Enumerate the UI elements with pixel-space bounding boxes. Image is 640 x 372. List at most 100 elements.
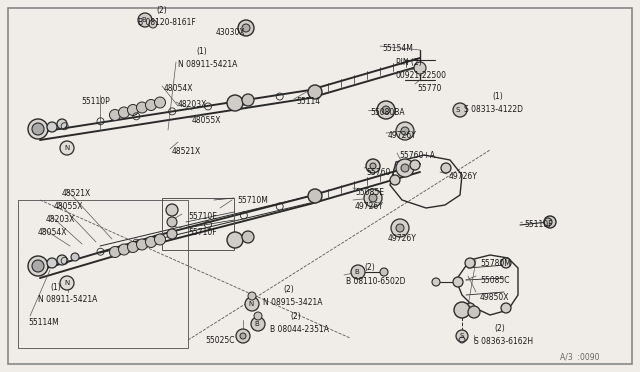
Text: N: N	[64, 145, 69, 151]
Text: 55710E: 55710E	[188, 212, 217, 221]
Circle shape	[118, 244, 129, 255]
Text: 55110F: 55110F	[524, 220, 552, 229]
Text: B 08120-8161F: B 08120-8161F	[138, 18, 196, 27]
Circle shape	[369, 194, 377, 202]
Text: (2): (2)	[494, 324, 505, 333]
Text: 48521X: 48521X	[172, 147, 201, 156]
Bar	[18, 200, 188, 348]
Circle shape	[242, 94, 254, 106]
Circle shape	[501, 258, 511, 268]
Circle shape	[414, 62, 426, 74]
Circle shape	[453, 277, 463, 287]
Circle shape	[453, 103, 467, 117]
Text: (2): (2)	[364, 263, 375, 272]
Circle shape	[47, 258, 57, 268]
Circle shape	[127, 241, 138, 253]
Text: N: N	[248, 301, 253, 307]
Circle shape	[154, 97, 166, 108]
Text: N: N	[64, 280, 69, 286]
Circle shape	[145, 99, 157, 110]
Text: S: S	[459, 333, 463, 339]
Circle shape	[28, 256, 48, 276]
Text: 55710F: 55710F	[188, 228, 216, 237]
Bar	[162, 198, 234, 250]
Text: 48203X: 48203X	[46, 215, 76, 224]
Circle shape	[245, 297, 259, 311]
Circle shape	[57, 119, 67, 129]
Circle shape	[127, 105, 138, 115]
Text: 55114: 55114	[296, 97, 320, 106]
Circle shape	[240, 333, 246, 339]
Circle shape	[248, 292, 256, 300]
Circle shape	[238, 20, 254, 36]
Text: 48054X: 48054X	[38, 228, 67, 237]
Text: (2): (2)	[156, 6, 167, 15]
Circle shape	[432, 278, 440, 286]
Circle shape	[57, 255, 67, 265]
Text: N 08911-5421A: N 08911-5421A	[178, 60, 237, 69]
Circle shape	[167, 229, 177, 239]
Circle shape	[544, 218, 552, 226]
Text: (1): (1)	[196, 47, 207, 56]
Text: S 08313-4122D: S 08313-4122D	[464, 105, 523, 114]
Circle shape	[382, 106, 390, 114]
Text: (2): (2)	[283, 285, 294, 294]
Circle shape	[118, 107, 129, 118]
Circle shape	[308, 189, 322, 203]
Circle shape	[136, 239, 147, 250]
Circle shape	[401, 164, 409, 172]
Text: 55760+A: 55760+A	[399, 151, 435, 160]
Text: 55025C: 55025C	[205, 336, 234, 345]
Circle shape	[544, 216, 556, 228]
Bar	[18, 200, 188, 348]
Text: (1): (1)	[492, 92, 503, 101]
Text: B 08110-6502D: B 08110-6502D	[346, 277, 406, 286]
Circle shape	[454, 302, 470, 318]
Text: B: B	[254, 321, 259, 327]
Text: 49726Y: 49726Y	[388, 131, 417, 140]
Text: 55085E: 55085E	[355, 188, 384, 197]
Circle shape	[441, 163, 451, 173]
Circle shape	[109, 247, 120, 257]
Circle shape	[154, 234, 166, 245]
Circle shape	[351, 265, 365, 279]
Circle shape	[396, 159, 414, 177]
Circle shape	[465, 258, 475, 268]
Circle shape	[236, 329, 250, 343]
Text: 55154M: 55154M	[382, 44, 413, 53]
Text: N 08915-3421A: N 08915-3421A	[263, 298, 323, 307]
Text: B 08044-2351A: B 08044-2351A	[270, 325, 329, 334]
Circle shape	[396, 224, 404, 232]
Text: B: B	[141, 17, 146, 23]
Circle shape	[47, 122, 57, 132]
Text: 49726Y: 49726Y	[449, 172, 478, 181]
Circle shape	[242, 231, 254, 243]
Circle shape	[32, 260, 44, 272]
Circle shape	[410, 160, 420, 170]
Circle shape	[109, 109, 120, 121]
Text: 55710M: 55710M	[237, 196, 268, 205]
Circle shape	[456, 330, 468, 342]
Circle shape	[254, 312, 262, 320]
Text: S: S	[456, 107, 460, 113]
Text: 43030X: 43030X	[216, 28, 246, 37]
Text: (1): (1)	[50, 283, 61, 292]
Text: 48054X: 48054X	[164, 84, 193, 93]
Circle shape	[370, 163, 376, 169]
Text: N 08911-5421A: N 08911-5421A	[38, 295, 97, 304]
Circle shape	[377, 101, 395, 119]
Circle shape	[391, 219, 409, 237]
Text: PIN (2): PIN (2)	[396, 58, 422, 67]
Text: B: B	[354, 269, 359, 275]
Circle shape	[166, 204, 178, 216]
Text: 55110P: 55110P	[81, 97, 109, 106]
Circle shape	[364, 189, 382, 207]
Text: 55080BA: 55080BA	[370, 108, 404, 117]
Text: 55760: 55760	[366, 168, 390, 177]
Circle shape	[167, 217, 177, 227]
Text: 49726Y: 49726Y	[388, 234, 417, 243]
Text: 55770: 55770	[417, 84, 442, 93]
Text: 49726Y: 49726Y	[355, 202, 384, 211]
Text: 48055X: 48055X	[54, 202, 83, 211]
Text: (2): (2)	[290, 312, 301, 321]
